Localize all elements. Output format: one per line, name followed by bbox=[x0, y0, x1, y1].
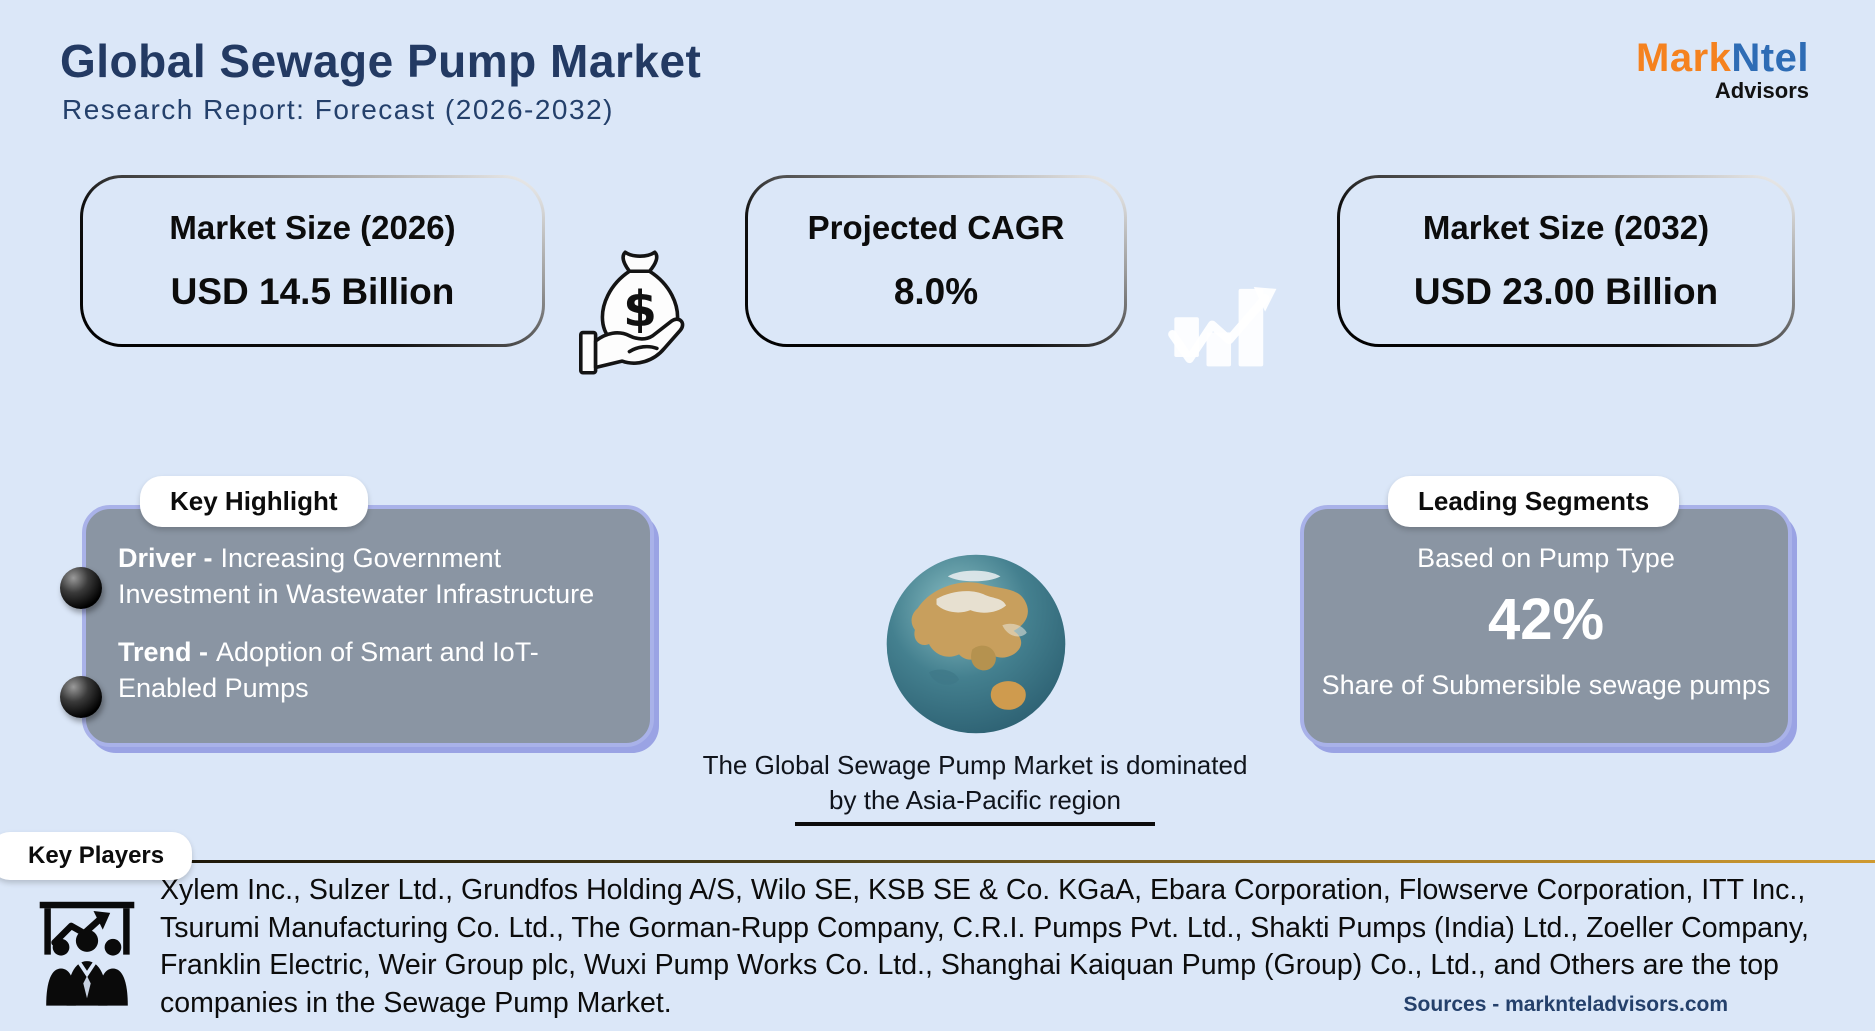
logo-mark-text: Mark bbox=[1636, 36, 1732, 80]
key-highlight-panel bbox=[82, 505, 654, 747]
sphere-bullet-icon bbox=[60, 567, 102, 609]
leading-segments-pill: Leading Segments bbox=[1388, 476, 1680, 527]
sphere-bullet-icon bbox=[60, 676, 102, 718]
markntel-logo: MarkNtel Advisors bbox=[1636, 38, 1809, 102]
market-size-2026-card: Market Size (2026) USD 14.5 Billion bbox=[80, 175, 545, 347]
key-highlight-pill: Key Highlight bbox=[140, 476, 368, 527]
projected-cagr-label: Projected CAGR bbox=[807, 209, 1065, 246]
logo-wordmark: MarkNtel bbox=[1636, 38, 1809, 78]
market-size-2032-card: Market Size (2032) USD 23.00 Billion bbox=[1337, 175, 1795, 347]
market-size-2032-value: USD 23.00 Billion bbox=[1413, 271, 1719, 312]
key-players-text: Xylem Inc., Sulzer Ltd., Grundfos Holdin… bbox=[160, 874, 1809, 1019]
driver-label: Driver - bbox=[118, 543, 213, 573]
svg-text:$: $ bbox=[623, 282, 657, 338]
projected-cagr-value: 8.0% bbox=[893, 271, 979, 312]
logo-ntel-text: Ntel bbox=[1731, 36, 1809, 80]
earth-globe-image bbox=[882, 550, 1070, 738]
key-highlight-content: Driver - Increasing Government Investment… bbox=[118, 540, 628, 728]
key-players-pill: Key Players bbox=[0, 832, 193, 880]
sources-text: Sources - marknteladvisors.com bbox=[1403, 993, 1728, 1016]
segment-basis: Based on Pump Type bbox=[1417, 543, 1675, 573]
segment-share-value: 42% bbox=[1487, 587, 1605, 652]
money-bag-in-hand-icon: $ bbox=[576, 248, 704, 396]
page-title: Global Sewage Pump Market bbox=[60, 35, 702, 87]
market-size-2026-value: USD 14.5 Billion bbox=[170, 271, 455, 312]
segment-share-description: Share of Submersible sewage pumps bbox=[1321, 670, 1771, 700]
caption-underline bbox=[795, 822, 1155, 826]
people-presentation-icon bbox=[36, 892, 138, 1008]
market-size-2026-label: Market Size (2026) bbox=[169, 209, 456, 246]
globe-caption: The Global Sewage Pump Market is dominat… bbox=[702, 750, 1248, 815]
projected-cagr-card: Projected CAGR 8.0% bbox=[745, 175, 1127, 347]
growth-chart-arrow-icon bbox=[1166, 270, 1298, 374]
leading-segments-content: Based on Pump Type 42% Share of Submersi… bbox=[1300, 543, 1792, 703]
trend-label: Trend - bbox=[118, 637, 209, 667]
key-players-divider bbox=[150, 860, 1875, 863]
market-size-2032-label: Market Size (2032) bbox=[1422, 209, 1710, 246]
highlight-driver: Driver - Increasing Government Investment… bbox=[118, 540, 628, 612]
trend-text: Adoption of Smart and IoT-Enabled Pumps bbox=[118, 637, 539, 703]
page-subtitle: Research Report: Forecast (2026-2032) bbox=[62, 94, 614, 125]
highlight-trend: Trend - Adoption of Smart and IoT-Enabled… bbox=[118, 634, 628, 706]
logo-advisors-text: Advisors bbox=[1714, 78, 1809, 103]
driver-text: Increasing Government Investment in Wast… bbox=[118, 543, 595, 609]
